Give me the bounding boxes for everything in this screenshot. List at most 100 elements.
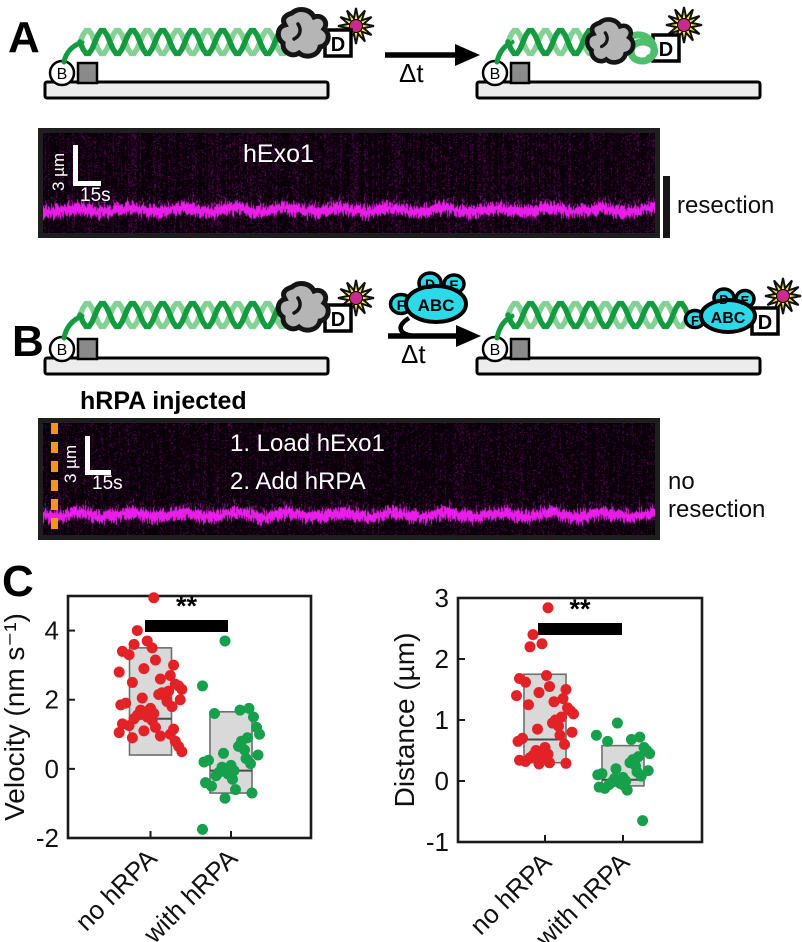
data-point [553, 720, 564, 732]
hexo1-blob-icon [275, 281, 331, 333]
data-point [245, 758, 256, 770]
data-point [559, 738, 570, 750]
y-tick-label: -2 [36, 823, 59, 853]
data-point [113, 727, 125, 739]
data-point [227, 773, 238, 785]
data-point [592, 769, 604, 781]
kymograph-b: 3 µm 15s 1. Load hExo1 2. Add hRPA [38, 418, 660, 540]
resection-extent-bar [663, 176, 670, 238]
panel-a-label: A [8, 13, 40, 62]
data-point [174, 694, 186, 706]
significance-bar [538, 623, 622, 635]
data-point [206, 780, 217, 792]
data-point [635, 770, 647, 782]
data-point [637, 815, 649, 827]
data-point [136, 692, 148, 704]
data-point [166, 701, 178, 713]
panel-a-schematic: B D Δt B D [43, 6, 762, 100]
data-point [113, 666, 125, 678]
panel-b-schematic: B D D E F ABC Δt B [43, 271, 802, 376]
scalebar-time-label: 15s [92, 473, 123, 494]
data-point [557, 693, 569, 705]
y-axis-label: Velocity (nm s⁻¹) [0, 613, 30, 821]
no-resection-annotation: no resection [668, 468, 766, 523]
anchor-pedestal [76, 61, 99, 85]
data-point [123, 649, 135, 661]
glass-slide [43, 356, 330, 376]
data-point [197, 823, 208, 835]
scalebar-um-label: 3 µm [61, 444, 80, 483]
data-point [520, 676, 531, 688]
y-tick-label: 3 [435, 583, 449, 613]
data-point [610, 763, 622, 775]
svg-text:ABC: ABC [418, 296, 455, 315]
data-point [533, 687, 545, 699]
reaction-arrowhead [456, 325, 481, 347]
data-point [198, 756, 210, 768]
digoxigenin-letter: D [331, 34, 345, 56]
data-point [599, 782, 611, 794]
data-point [230, 784, 241, 796]
anchor-pedestal [509, 61, 531, 85]
dna-helix-dark-strand [505, 27, 601, 57]
svg-text:F: F [691, 313, 699, 328]
y-tick-label: 0 [45, 754, 59, 784]
svg-text:F: F [397, 297, 406, 313]
data-point [560, 757, 572, 769]
resection-annotation: resection [677, 192, 775, 219]
delta-t-label: Δt [399, 58, 424, 88]
data-point [541, 669, 552, 681]
significance-stars: ** [569, 594, 591, 624]
digoxigenin-letter: D [758, 312, 772, 334]
digoxigenin-icon [750, 306, 780, 336]
glass-slide [43, 80, 330, 100]
data-point [523, 699, 534, 711]
kymograph-b-step2: 2. Add hRPA [230, 468, 366, 495]
y-tick-label: -1 [426, 827, 449, 857]
data-point [246, 787, 258, 799]
data-point [243, 702, 255, 714]
scalebar-horizontal [73, 181, 101, 186]
data-point [602, 735, 614, 747]
kymograph-a-title: hExo1 [243, 140, 314, 168]
fluorophore-dot-icon [349, 291, 363, 305]
kymograph-b-title: hRPA injected [80, 387, 247, 415]
digoxigenin-letter: D [659, 39, 673, 61]
biotin-letter: B [57, 342, 68, 359]
y-tick-label: 0 [435, 766, 449, 796]
data-point [197, 680, 208, 692]
fluorophore-dot-icon [677, 18, 691, 32]
dna-helix-dark-strand [77, 27, 293, 57]
data-point [532, 723, 543, 735]
dna-helix-dark-strand [505, 300, 691, 330]
hexo1-blob-icon [275, 7, 331, 59]
fluorophore-dot-icon [776, 289, 790, 303]
data-point [168, 659, 180, 671]
biotin-letter: B [490, 342, 501, 359]
data-point [533, 758, 545, 770]
data-point [544, 680, 555, 692]
data-point [548, 696, 560, 708]
panel-b-label: B [12, 317, 44, 366]
glass-slide [475, 80, 762, 100]
panel-c-label: C [2, 557, 34, 606]
kymograph-a: 3 µm 15s hExo1 [38, 128, 660, 238]
data-point [219, 635, 231, 647]
svg-text:ABC: ABC [711, 310, 746, 327]
data-point [644, 748, 656, 760]
svg-text:E: E [449, 277, 458, 293]
data-point [115, 699, 127, 711]
data-point [544, 757, 555, 769]
data-point [154, 730, 166, 742]
data-point [146, 642, 158, 654]
svg-text:D: D [425, 276, 435, 292]
biotin-letter: B [57, 66, 68, 83]
y-axis-label: Distance (µm) [389, 633, 420, 808]
data-point [566, 726, 578, 738]
y-tick-label: 4 [45, 616, 59, 646]
data-point [131, 625, 143, 637]
dna-helix-dark-strand [77, 300, 299, 330]
biotin-letter: B [490, 66, 501, 83]
